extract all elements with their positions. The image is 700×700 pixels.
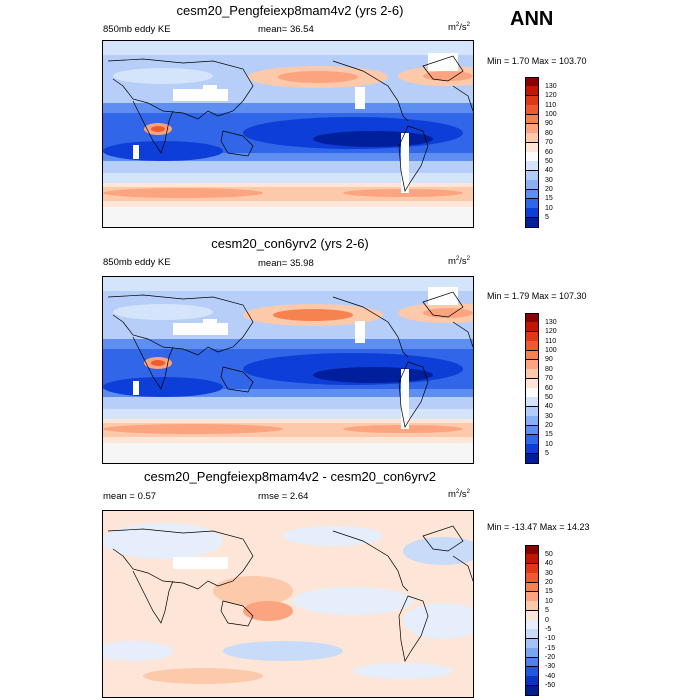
colorbar-label: 40 bbox=[545, 560, 553, 568]
colorbar-label: 30 bbox=[545, 176, 553, 184]
panel2-minmax: Min = 1.79 Max = 107.30 bbox=[487, 291, 587, 301]
colorbar-swatch bbox=[525, 217, 539, 228]
panel2-map bbox=[102, 276, 474, 464]
colorbar-label: 40 bbox=[545, 167, 553, 175]
season-label: ANN bbox=[510, 8, 554, 30]
panel3-map-svg bbox=[103, 511, 473, 697]
colorbar-label: 15 bbox=[545, 588, 553, 596]
panel1-minmax: Min = 1.70 Max = 103.70 bbox=[487, 56, 587, 66]
colorbar-label: 20 bbox=[545, 579, 553, 586]
colorbar-label: -15 bbox=[545, 644, 556, 652]
panel1-units: m2/s2 bbox=[448, 22, 470, 34]
colorbar-label: 80 bbox=[545, 365, 553, 373]
colorbar-label: 60 bbox=[545, 148, 553, 156]
colorbar-label: 120 bbox=[545, 328, 557, 336]
colorbar-label: -10 bbox=[545, 635, 556, 643]
panel3-title: cesm20_Pengfeiexp8mam4v2 - cesm20_con6yr… bbox=[144, 469, 436, 484]
colorbar-label: 50 bbox=[545, 550, 553, 558]
colorbar-label: 5 bbox=[545, 214, 549, 222]
panel2-title: cesm20_con6yrv2 (yrs 2-6) bbox=[211, 236, 369, 251]
panel3-mean-label: mean = 0.57 bbox=[103, 491, 157, 502]
panel1-mean-label: mean= 36.54 bbox=[258, 24, 314, 35]
colorbar-label: 0 bbox=[545, 616, 549, 624]
colorbar-label: 50 bbox=[545, 157, 553, 165]
panel1-left-label: 850mb eddy KE bbox=[103, 24, 171, 35]
colorbar-label: -5 bbox=[545, 625, 552, 633]
colorbar-label: 70 bbox=[545, 375, 553, 383]
panel3-units: m2/s2 bbox=[448, 489, 470, 501]
colorbar-label: 20 bbox=[545, 186, 553, 193]
colorbar-label: 15 bbox=[545, 431, 553, 439]
colorbar-label: 80 bbox=[545, 129, 553, 137]
panel2-units: m2/s2 bbox=[448, 256, 470, 268]
panel3-map bbox=[102, 510, 474, 698]
colorbar-label: 10 bbox=[545, 204, 553, 212]
panel2-mean-label: mean= 35.98 bbox=[258, 258, 314, 269]
colorbar-label: 50 bbox=[545, 393, 553, 401]
colorbar-label: 130 bbox=[545, 318, 557, 326]
colorbar-label: 90 bbox=[545, 120, 553, 128]
colorbar-label: 130 bbox=[545, 82, 557, 90]
colorbar-label: 30 bbox=[545, 569, 553, 577]
colorbar-label: -50 bbox=[545, 682, 556, 690]
panel3-colorbar: 50 40 30 20 15 10 5 0 -5 -10 -15 -20 -30 -40 -50 bbox=[525, 545, 585, 696]
colorbar-label: 60 bbox=[545, 384, 553, 392]
colorbar-swatch bbox=[525, 685, 539, 696]
panel1-colorbar: 130 120 110 100 90 80 70 60 50 40 30 20 15 10 5 bbox=[525, 77, 585, 228]
colorbar-label: 110 bbox=[545, 101, 557, 109]
colorbar-label: 10 bbox=[545, 597, 553, 605]
colorbar-label: -40 bbox=[545, 672, 556, 680]
colorbar-label: 5 bbox=[545, 450, 549, 458]
panel2-left-label: 850mb eddy KE bbox=[103, 257, 171, 268]
panel1-map-svg bbox=[103, 41, 473, 227]
colorbar-label: 5 bbox=[545, 607, 549, 615]
panel1-map bbox=[102, 40, 474, 228]
panel3-minmax: Min = -13.47 Max = 14.23 bbox=[487, 522, 590, 532]
colorbar-label: 20 bbox=[545, 422, 553, 429]
colorbar-label: 40 bbox=[545, 403, 553, 411]
colorbar-label: 30 bbox=[545, 412, 553, 420]
colorbar-swatch bbox=[525, 453, 539, 464]
colorbar-label: 100 bbox=[545, 347, 557, 354]
colorbar-label: -30 bbox=[545, 663, 556, 671]
colorbar-label: 110 bbox=[545, 337, 557, 345]
panel1-title: cesm20_Pengfeiexp8mam4v2 (yrs 2-6) bbox=[176, 3, 404, 18]
colorbar-label: 120 bbox=[545, 92, 557, 100]
panel2-map-svg bbox=[103, 277, 473, 463]
colorbar-label: 70 bbox=[545, 139, 553, 147]
colorbar-label: 100 bbox=[545, 111, 557, 118]
colorbar-label: -20 bbox=[545, 654, 556, 661]
colorbar-label: 90 bbox=[545, 356, 553, 364]
colorbar-label: 10 bbox=[545, 440, 553, 448]
colorbar-label: 15 bbox=[545, 195, 553, 203]
panel3-rmse-label: rmse = 2.64 bbox=[258, 491, 309, 502]
panel2-colorbar: 130 120 110 100 90 80 70 60 50 40 30 20 15 10 5 bbox=[525, 313, 585, 464]
